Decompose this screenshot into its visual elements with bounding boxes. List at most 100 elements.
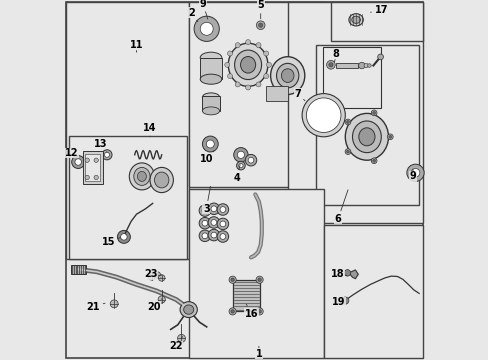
Circle shape [257,310,261,313]
Circle shape [202,233,207,239]
Ellipse shape [200,74,222,84]
Ellipse shape [202,93,219,102]
Circle shape [217,218,228,230]
Circle shape [110,300,118,308]
Circle shape [194,16,219,41]
Ellipse shape [358,128,374,146]
Circle shape [363,63,367,68]
Circle shape [257,278,261,282]
Circle shape [148,273,155,280]
Circle shape [372,111,375,114]
Text: 18: 18 [330,269,346,279]
Circle shape [158,296,165,303]
Text: 23: 23 [144,269,161,279]
Circle shape [104,152,109,157]
Circle shape [341,297,348,304]
Circle shape [94,175,98,180]
Circle shape [406,164,423,181]
Ellipse shape [202,107,219,115]
Circle shape [220,207,225,212]
Circle shape [211,232,216,238]
Ellipse shape [137,171,146,181]
Circle shape [227,74,232,78]
Circle shape [200,22,213,35]
Text: 4: 4 [233,165,240,183]
Ellipse shape [228,43,267,86]
Ellipse shape [154,172,168,188]
Circle shape [208,229,219,241]
Text: 13: 13 [94,139,107,152]
Text: 1: 1 [255,346,262,359]
Circle shape [224,62,229,67]
Circle shape [227,51,232,56]
Circle shape [256,42,261,48]
Text: 5: 5 [257,0,264,19]
Circle shape [217,204,228,215]
Circle shape [370,158,376,164]
Ellipse shape [183,305,193,314]
Circle shape [345,119,350,125]
Bar [202,96,219,111]
Ellipse shape [150,167,173,193]
Circle shape [117,230,130,243]
Circle shape [230,310,234,313]
Ellipse shape [200,52,222,63]
Bar [336,63,357,68]
Bar [83,151,103,184]
Bar [287,2,422,223]
Text: 8: 8 [332,49,339,62]
Circle shape [75,159,81,165]
Circle shape [202,208,207,213]
Circle shape [258,23,263,27]
Circle shape [177,334,185,342]
Ellipse shape [351,16,360,23]
Circle shape [247,157,253,163]
Circle shape [202,136,218,152]
Circle shape [199,205,210,216]
Text: 10: 10 [200,151,214,165]
Text: 21: 21 [86,302,105,312]
Circle shape [410,168,419,177]
Circle shape [220,234,225,239]
Bar [323,225,422,358]
Text: 20: 20 [147,299,162,312]
Circle shape [102,150,112,160]
Text: 16: 16 [244,304,258,319]
Circle shape [72,156,84,168]
Circle shape [346,150,349,153]
Circle shape [386,134,392,140]
Ellipse shape [270,57,304,94]
Text: 2: 2 [187,8,197,22]
Bar [66,2,188,259]
Circle shape [263,51,268,56]
Circle shape [346,121,349,123]
Circle shape [372,159,375,162]
Circle shape [326,60,335,69]
Ellipse shape [281,69,293,82]
Bar [265,86,287,101]
Circle shape [158,275,164,281]
Circle shape [377,54,383,60]
Circle shape [306,98,340,132]
Ellipse shape [348,14,363,26]
Circle shape [245,40,250,45]
Ellipse shape [240,57,255,73]
Ellipse shape [276,63,298,88]
Circle shape [328,63,332,67]
Circle shape [154,272,160,278]
Text: 22: 22 [169,337,183,351]
Circle shape [208,217,219,228]
Circle shape [256,82,261,87]
Text: 17: 17 [370,5,387,15]
Text: 14: 14 [143,123,157,137]
Text: 15: 15 [102,237,120,247]
Circle shape [370,110,376,116]
Circle shape [217,231,228,242]
Circle shape [388,135,391,138]
Circle shape [237,151,244,158]
Circle shape [94,158,98,162]
Circle shape [345,149,350,154]
Circle shape [230,278,234,282]
Circle shape [202,220,207,226]
Ellipse shape [352,121,381,153]
